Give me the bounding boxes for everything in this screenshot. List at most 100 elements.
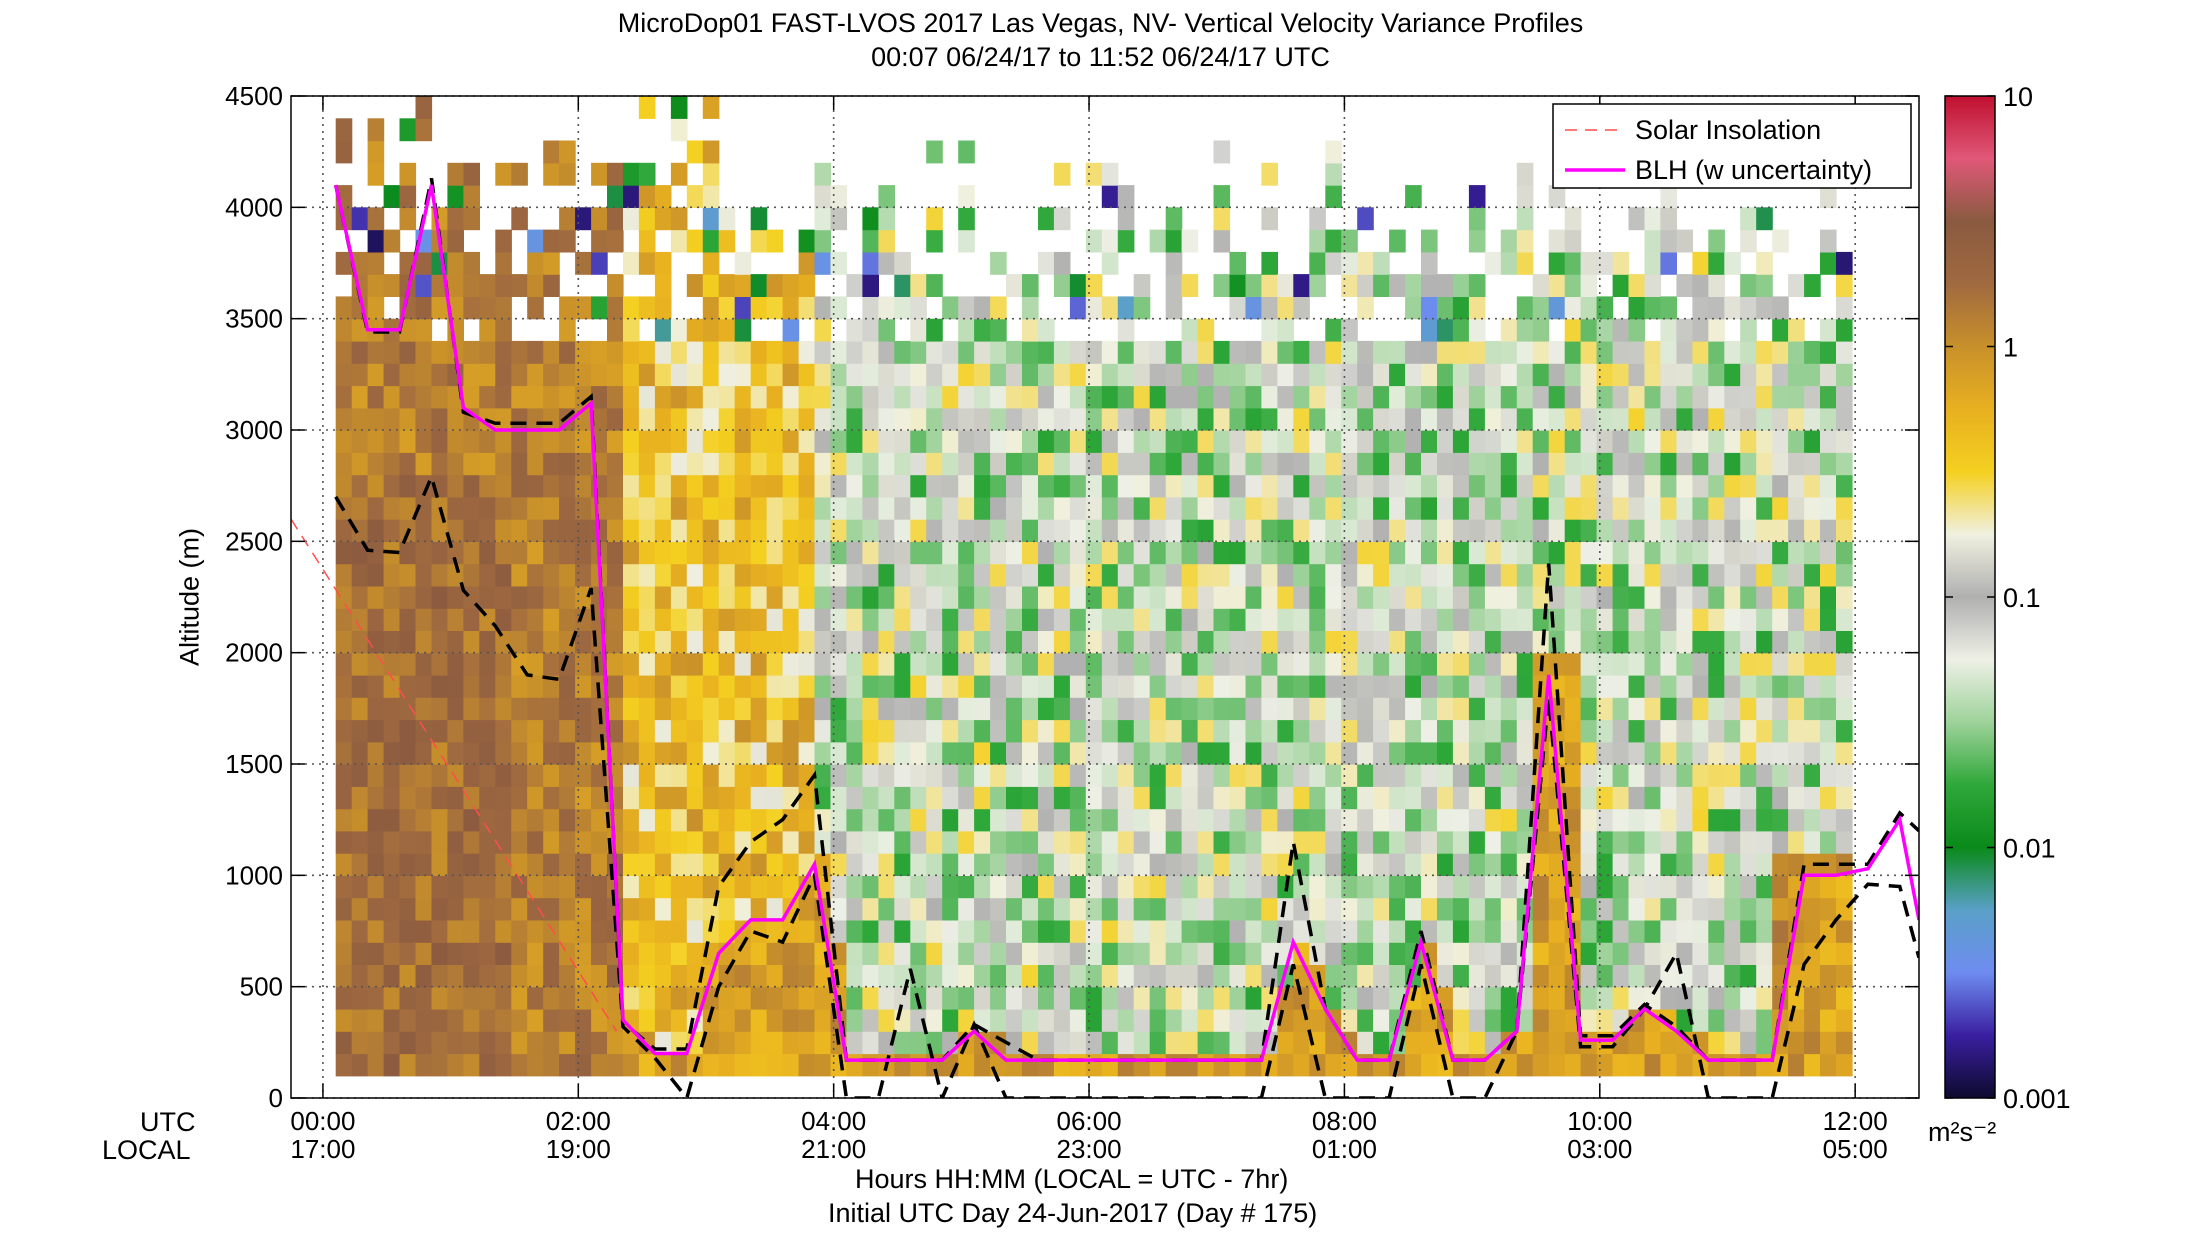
heatmap-cell — [1101, 1053, 1119, 1077]
heatmap-cell — [367, 830, 385, 854]
heatmap-cell — [1580, 296, 1598, 320]
heatmap-cell — [575, 541, 592, 565]
heatmap-cell — [702, 853, 720, 876]
heatmap-cell — [670, 630, 688, 654]
heatmap-cell — [1516, 452, 1534, 476]
heatmap-cell — [431, 585, 449, 609]
heatmap-cell — [1101, 853, 1119, 876]
heatmap-cell — [654, 875, 672, 899]
heatmap-cell — [463, 942, 480, 965]
heatmap-cell — [1724, 919, 1741, 943]
heatmap-cell — [1548, 1053, 1566, 1077]
heatmap-cell — [367, 875, 385, 899]
heatmap-cell — [1740, 1008, 1757, 1032]
heatmap-cell — [511, 519, 528, 542]
heatmap-cell — [1038, 630, 1055, 654]
heatmap-cell — [559, 719, 576, 743]
heatmap-cell — [1373, 697, 1390, 721]
heatmap-cell — [1149, 786, 1167, 810]
heatmap-cell — [495, 541, 512, 565]
heatmap-cell — [718, 585, 736, 609]
heatmap-cell — [1181, 363, 1199, 387]
heatmap-cell — [1085, 541, 1103, 565]
heatmap-cell — [766, 986, 784, 1010]
x-axis-label-2: Initial UTC Day 24-Jun-2017 (Day # 175) — [828, 1198, 1318, 1228]
heatmap-cell — [1181, 897, 1199, 921]
heatmap-cell — [1309, 1008, 1326, 1032]
heatmap-cell — [463, 674, 480, 698]
heatmap-cell — [654, 185, 672, 208]
heatmap-cell — [702, 541, 720, 565]
heatmap-cell — [559, 229, 576, 253]
heatmap-cell — [623, 474, 640, 498]
heatmap-cell — [1373, 875, 1390, 899]
heatmap-cell — [1165, 207, 1183, 231]
heatmap-cell — [1564, 519, 1582, 542]
heatmap-cell — [1500, 430, 1518, 453]
heatmap-cell — [1357, 452, 1374, 476]
heatmap-cell — [990, 697, 1007, 721]
heatmap-cell — [1772, 764, 1789, 787]
heatmap-cell — [654, 808, 672, 832]
heatmap-cell — [1277, 652, 1294, 676]
heatmap-cell — [686, 919, 704, 943]
heatmap-cell — [942, 964, 959, 988]
heatmap-cell — [1373, 630, 1390, 654]
heatmap-cell — [638, 853, 656, 876]
heatmap-cell — [1069, 430, 1087, 453]
heatmap-cell — [1181, 563, 1199, 587]
heatmap-cell — [1085, 407, 1103, 431]
heatmap-cell — [415, 452, 433, 476]
heatmap-cell — [1261, 563, 1278, 587]
heatmap-cell — [367, 608, 385, 631]
heatmap-cell — [926, 942, 943, 965]
heatmap-cell — [1437, 942, 1454, 965]
heatmap-cell — [894, 585, 911, 609]
heatmap-cell — [846, 363, 863, 387]
heatmap-cell — [1532, 274, 1550, 297]
heatmap-cell — [926, 1008, 943, 1032]
heatmap-cell — [1038, 541, 1055, 565]
heatmap-cell — [1724, 1008, 1741, 1032]
heatmap-cell — [1644, 853, 1662, 876]
heatmap-cell — [431, 674, 449, 698]
heatmap-cell — [1756, 942, 1773, 965]
heatmap-cell — [367, 118, 385, 142]
heatmap-cell — [1676, 652, 1693, 676]
heatmap-cell — [638, 652, 656, 676]
heatmap-cell — [1484, 363, 1502, 387]
heatmap-cell — [1772, 541, 1789, 565]
heatmap-cell — [1053, 519, 1071, 542]
heatmap-cell — [846, 452, 863, 476]
x-tick-label-local: 03:00 — [1567, 1134, 1632, 1164]
heatmap-cell — [894, 942, 911, 965]
heatmap-cell — [1405, 363, 1422, 387]
heatmap-cell — [1085, 608, 1103, 631]
heatmap-cell — [1389, 474, 1406, 498]
heatmap-cell — [367, 452, 385, 476]
heatmap-cell — [1468, 274, 1486, 297]
heatmap-cell — [527, 340, 544, 364]
heatmap-cell — [1437, 340, 1454, 364]
heatmap-cell — [958, 964, 975, 988]
heatmap-cell — [495, 363, 512, 387]
heatmap-cell — [1197, 608, 1215, 631]
heatmap-cell — [1213, 340, 1231, 364]
heatmap-cell — [1038, 251, 1055, 275]
heatmap-cell — [511, 919, 528, 943]
heatmap-cell — [1101, 875, 1119, 899]
heatmap-cell — [1500, 719, 1518, 743]
heatmap-cell — [511, 385, 528, 409]
heatmap-cell — [607, 296, 624, 320]
heatmap-cell — [1564, 674, 1582, 698]
heatmap-cell — [1580, 897, 1598, 921]
heatmap-cell — [1724, 496, 1741, 520]
heatmap-cell — [367, 942, 385, 965]
heatmap-cell — [1660, 786, 1677, 810]
heatmap-cell — [1628, 808, 1646, 832]
heatmap-cell — [638, 474, 656, 498]
heatmap-cell — [1708, 496, 1725, 520]
heatmap-cell — [415, 363, 433, 387]
heatmap-cell — [1740, 496, 1757, 520]
heatmap-cell — [1836, 608, 1853, 631]
